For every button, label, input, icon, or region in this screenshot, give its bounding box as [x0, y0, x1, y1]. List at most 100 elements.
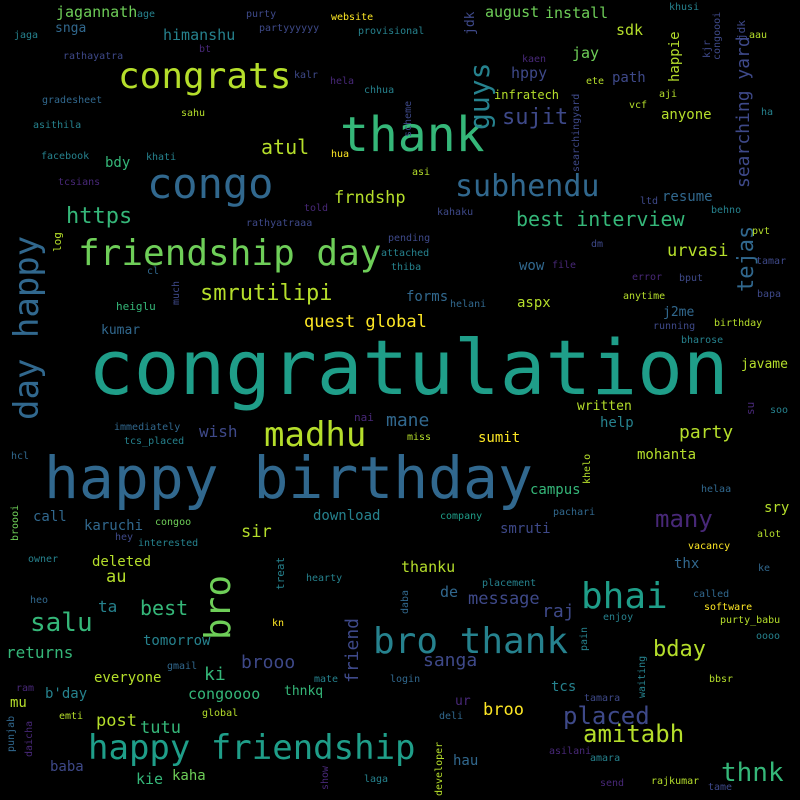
- word-atul: atul: [261, 135, 310, 159]
- word-searching-yard: searching yard: [733, 36, 754, 188]
- word-tcsians2: jdk: [735, 20, 748, 40]
- word-baba: baba: [50, 759, 84, 775]
- word-nai: nai: [354, 411, 374, 424]
- word-rathyatraaa: rathyatraaa: [246, 218, 313, 229]
- word-congo: congo: [147, 159, 274, 208]
- word-happie: happie: [667, 31, 683, 82]
- word-login: login: [390, 674, 421, 685]
- word-bday2: b'day: [45, 686, 88, 702]
- word-deleted: deleted: [92, 554, 152, 570]
- word-pvt: pvt: [752, 226, 771, 237]
- word-frndshp: frndshp: [334, 188, 406, 208]
- word-sir: sir: [241, 522, 272, 542]
- word-purty-babu: purty_babu: [720, 615, 781, 626]
- word-thx: thx: [674, 556, 700, 572]
- word-august: august: [485, 3, 540, 21]
- word-infratech: infratech: [494, 88, 560, 102]
- word-ete: ete: [586, 76, 605, 87]
- word-purty: purty: [246, 9, 277, 20]
- word-best: best: [140, 596, 189, 620]
- word-kumar: kumar: [101, 323, 141, 338]
- word-thiba: thiba: [391, 262, 422, 273]
- word-broooi: broooi: [10, 504, 21, 541]
- word-sahu: sahu: [181, 108, 206, 119]
- word-au: au: [106, 567, 127, 587]
- word-mate: mate: [314, 674, 339, 685]
- word-soo: soo: [770, 405, 789, 416]
- word-thanku: thanku: [401, 558, 456, 576]
- word-deli: deli: [439, 711, 464, 722]
- word-placed: placed: [563, 702, 650, 730]
- word-smruti: smruti: [500, 521, 551, 537]
- word-developer: developer: [434, 741, 445, 796]
- word-punjab: punjab: [6, 715, 17, 752]
- word-pending: pending: [388, 233, 431, 244]
- word-daba: daba: [400, 589, 411, 614]
- word-aspx: aspx: [517, 295, 551, 311]
- word-anytime: anytime: [623, 291, 666, 302]
- word-kaen: kaen: [522, 54, 547, 65]
- word-many: many: [655, 505, 713, 533]
- word-global: global: [202, 708, 239, 719]
- word-tcsians: tcsians: [58, 177, 101, 188]
- word-dm: dm: [591, 239, 604, 250]
- word-searchingyard: searchingyard: [571, 93, 582, 172]
- word-mohanta: mohanta: [637, 447, 697, 463]
- word-company: company: [440, 511, 483, 522]
- word-pain: pain: [579, 626, 590, 651]
- word-jaga: jaga: [14, 30, 39, 41]
- word-bhai: bhai: [581, 576, 668, 617]
- word-partyyyyyy: partyyyyyy: [259, 23, 320, 34]
- word-aau: aau: [749, 30, 768, 41]
- word-tcs: tcs: [551, 679, 577, 695]
- word-alot: alot: [757, 529, 782, 540]
- word-https: https: [66, 204, 133, 229]
- word-bharose: bharose: [681, 335, 724, 346]
- word-rathayatra: rathayatra: [63, 51, 124, 62]
- word-raj: raj: [542, 601, 575, 622]
- word-returns: returns: [6, 643, 74, 662]
- word-khelo: khelo: [582, 453, 593, 484]
- word-ur: ur: [455, 694, 471, 709]
- word-su: su: [744, 401, 757, 415]
- word-immediately: immediately: [114, 422, 181, 433]
- word-running: running: [653, 321, 696, 332]
- word-ltd: ltd: [640, 196, 659, 207]
- word-party: party: [679, 422, 734, 443]
- word-kahaku: kahaku: [437, 207, 474, 218]
- word-rajkumar: rajkumar: [651, 776, 700, 787]
- word-hau: hau: [453, 753, 479, 769]
- word-bro-thank: bro thank: [373, 621, 569, 662]
- word-show: show: [320, 765, 331, 790]
- word-download: download: [313, 508, 381, 524]
- word-heo: heo: [30, 595, 49, 606]
- word-congoooi: congoooi: [712, 11, 723, 60]
- word-install: install: [545, 4, 609, 22]
- word-send: send: [600, 778, 625, 789]
- word-kaha: kaha: [172, 768, 206, 784]
- word-hppy: hppy: [511, 64, 548, 82]
- word-congoo: congoo: [155, 517, 192, 528]
- word-forms: forms: [406, 289, 449, 305]
- word-tamar: tamar: [756, 256, 787, 267]
- word-thnkq: thnkq: [284, 684, 324, 699]
- word-jay: jay: [572, 44, 600, 62]
- word-called: called: [693, 589, 730, 600]
- word-facebook: facebook: [41, 151, 90, 162]
- word-wish: wish: [199, 422, 238, 441]
- word-scheme: scheme: [403, 100, 414, 137]
- word-mane: mane: [386, 410, 430, 431]
- word-sanga: sanga: [423, 650, 478, 671]
- word-interested: interested: [138, 538, 199, 549]
- word-log: log: [51, 232, 64, 252]
- word-khusi: khusi: [669, 2, 700, 13]
- word-cl: cl: [147, 266, 160, 277]
- word-asithila: asithila: [33, 120, 82, 131]
- word-ta: ta: [98, 597, 118, 616]
- word-heiglu: heiglu: [116, 300, 156, 313]
- word-hcl: hcl: [11, 451, 30, 462]
- word-kn: kn: [272, 618, 285, 629]
- word-bapa: bapa: [757, 289, 782, 300]
- word-waiting: waiting: [637, 655, 648, 698]
- word-congrats: congrats: [118, 56, 292, 97]
